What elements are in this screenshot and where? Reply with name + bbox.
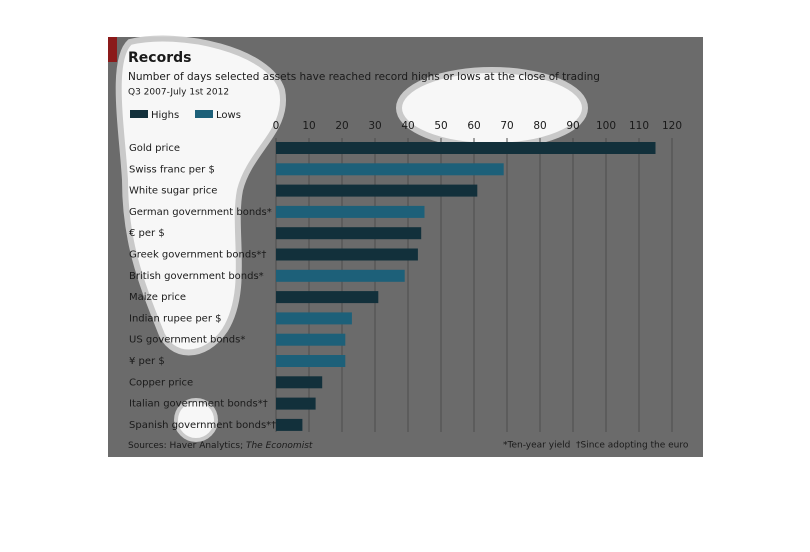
y-tick-label: Indian rupee per $ bbox=[129, 313, 222, 324]
accent-bar bbox=[108, 37, 117, 62]
note: *Ten-year yield bbox=[503, 441, 570, 451]
y-tick-label: Spanish government bonds*† bbox=[129, 420, 276, 431]
y-tick-label: Greek government bonds*† bbox=[129, 250, 266, 261]
x-tick-label: 60 bbox=[467, 120, 480, 132]
period: Q3 2007-July 1st 2012 bbox=[128, 88, 229, 98]
x-tick-label: 30 bbox=[368, 120, 381, 132]
bar bbox=[276, 312, 352, 325]
bar bbox=[276, 418, 303, 431]
bar bbox=[276, 269, 405, 282]
highlight bbox=[174, 398, 218, 442]
legend-label: Lows bbox=[216, 110, 241, 121]
bar bbox=[276, 163, 504, 176]
y-tick-label: White sugar price bbox=[129, 186, 217, 197]
x-tick-label: 90 bbox=[566, 120, 579, 132]
y-tick-label: € per $ bbox=[129, 228, 165, 239]
x-tick-label: 50 bbox=[434, 120, 447, 132]
y-tick-label: German government bonds* bbox=[129, 207, 272, 218]
y-tick-label: US government bonds* bbox=[129, 335, 245, 346]
chart-title: Records bbox=[128, 50, 191, 66]
bar bbox=[276, 355, 346, 367]
x-tick-label: 10 bbox=[302, 120, 315, 132]
x-tick-label: 40 bbox=[401, 120, 414, 132]
x-tick-label: 80 bbox=[533, 120, 546, 132]
bar bbox=[276, 227, 422, 240]
bar bbox=[276, 397, 316, 410]
x-tick-label: 70 bbox=[500, 120, 513, 132]
bar bbox=[276, 291, 379, 304]
legend-label: Highs bbox=[151, 110, 179, 121]
y-tick-label: Copper price bbox=[129, 377, 193, 388]
bar bbox=[276, 184, 478, 197]
legend-swatch bbox=[130, 110, 148, 118]
bar bbox=[276, 142, 656, 154]
legend-swatch bbox=[195, 110, 213, 118]
y-tick-label: Maize price bbox=[129, 292, 186, 303]
note: †Since adopting the euro bbox=[576, 441, 689, 451]
y-tick-label: ¥ per $ bbox=[129, 356, 165, 367]
source-publication: The Economist bbox=[246, 441, 313, 451]
y-tick-label: British government bonds* bbox=[129, 271, 264, 282]
y-tick-label: Gold price bbox=[129, 143, 180, 154]
x-tick-label: 100 bbox=[596, 120, 616, 132]
y-tick-label: Swiss franc per $ bbox=[129, 164, 215, 175]
x-tick-label: 0 bbox=[273, 120, 280, 132]
bar bbox=[276, 205, 425, 218]
bar bbox=[276, 333, 346, 346]
highlight bbox=[115, 35, 287, 356]
source: Sources: Haver Analytics; The Economist bbox=[128, 441, 313, 451]
subtitle: Number of days selected assets have reac… bbox=[128, 71, 600, 83]
x-tick-label: 110 bbox=[629, 120, 649, 132]
x-tick-label: 20 bbox=[335, 120, 348, 132]
bar bbox=[276, 248, 418, 261]
source-text: Sources: Haver Analytics; bbox=[128, 441, 243, 451]
bar bbox=[276, 376, 323, 389]
y-tick-label: Italian government bonds*† bbox=[129, 399, 268, 410]
x-tick-label: 120 bbox=[662, 120, 682, 132]
